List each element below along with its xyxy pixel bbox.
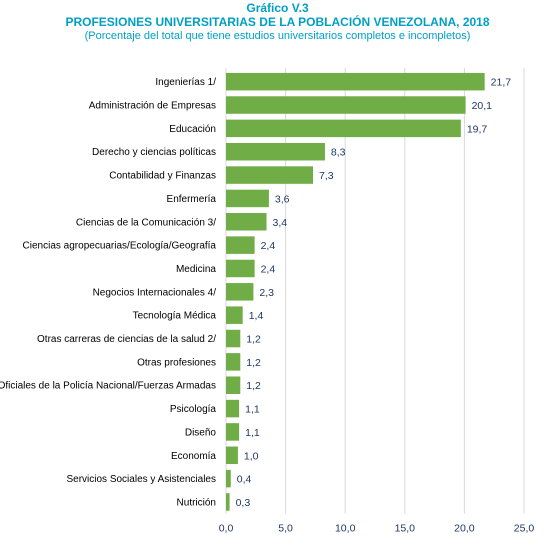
category-label: Otras profesiones (137, 357, 216, 368)
chart-title: PROFESIONES UNIVERSITARIAS DE LA POBLACI… (65, 15, 490, 29)
bar (226, 329, 241, 348)
value-label: 0,4 (237, 474, 252, 486)
value-label: 1,4 (249, 310, 264, 322)
value-label: 1,0 (244, 450, 259, 462)
category-label: Otras carreras de ciencias de la salud 2… (37, 334, 216, 345)
x-tick-label: 5,0 (278, 523, 293, 535)
value-label: 20,1 (472, 100, 493, 112)
bar (226, 353, 241, 371)
bar (226, 166, 314, 184)
value-label: 1,1 (245, 404, 260, 416)
category-label: Enfermería (167, 194, 217, 205)
category-label: Ciencias agropecuarias/Ecología/Geografí… (23, 241, 217, 252)
bar (226, 96, 466, 114)
category-label: Administración de Empresas (89, 101, 216, 112)
chart-titles: Gráfico V.3 PROFESIONES UNIVERSITARIAS D… (0, 0, 555, 43)
category-label: Ciencias de la Comunicación 3/ (76, 217, 216, 228)
bar (226, 72, 485, 91)
value-label: 2,4 (261, 263, 276, 275)
value-label: 1,2 (246, 380, 261, 392)
bar (226, 236, 255, 254)
value-label: 21,7 (491, 77, 512, 89)
bar (226, 469, 231, 488)
bar (226, 259, 255, 278)
value-label: 2,3 (259, 287, 274, 299)
value-label: 1,2 (246, 357, 261, 369)
category-label: Medicina (176, 264, 216, 275)
value-label: 1,2 (246, 334, 261, 346)
value-label: 19,7 (467, 123, 488, 135)
bar (226, 446, 238, 465)
bar (226, 493, 230, 511)
category-label: Diseño (185, 427, 217, 438)
category-label: Psicología (170, 404, 217, 415)
value-label: 0,3 (236, 497, 251, 509)
value-label: 2,4 (261, 240, 276, 252)
chart-subtitle: (Porcentaje del total que tiene estudios… (84, 30, 471, 42)
bar (226, 189, 269, 208)
category-label: Negocios Internacionales 4/ (93, 287, 217, 298)
value-label: 1,1 (245, 427, 260, 439)
x-tick-label: 25,0 (514, 523, 535, 535)
x-tick-label: 20,0 (454, 523, 475, 535)
value-label: 3,4 (273, 217, 288, 229)
bar (226, 213, 267, 231)
x-tick-label: 0,0 (219, 523, 234, 535)
bar (226, 376, 241, 394)
x-tick-label: 15,0 (395, 523, 416, 535)
bar (226, 399, 240, 418)
category-label: Derecho y ciencias políticas (92, 147, 216, 158)
category-label: Ingenierías 1/ (155, 77, 216, 88)
category-label: Educación (169, 124, 216, 135)
value-label: 3,6 (275, 193, 290, 205)
category-label: Servicios Sociales y Asistenciales (66, 474, 216, 485)
category-label: Contabilidad y Finanzas (109, 171, 216, 182)
category-label: Economía (171, 451, 216, 462)
category-label: Tecnología Médica (133, 311, 217, 322)
figure-label: Gráfico V.3 (246, 1, 309, 15)
bar (226, 423, 240, 441)
bar (226, 306, 243, 324)
value-label: 8,3 (331, 147, 346, 159)
bar (226, 142, 325, 161)
bar (226, 119, 461, 138)
category-label: Oficiales de la Policía Nacional/Fuerzas… (0, 381, 216, 392)
bar (226, 283, 254, 301)
category-label: Nutrición (177, 497, 216, 508)
x-tick-label: 10,0 (335, 523, 356, 535)
value-label: 7,3 (319, 170, 334, 182)
